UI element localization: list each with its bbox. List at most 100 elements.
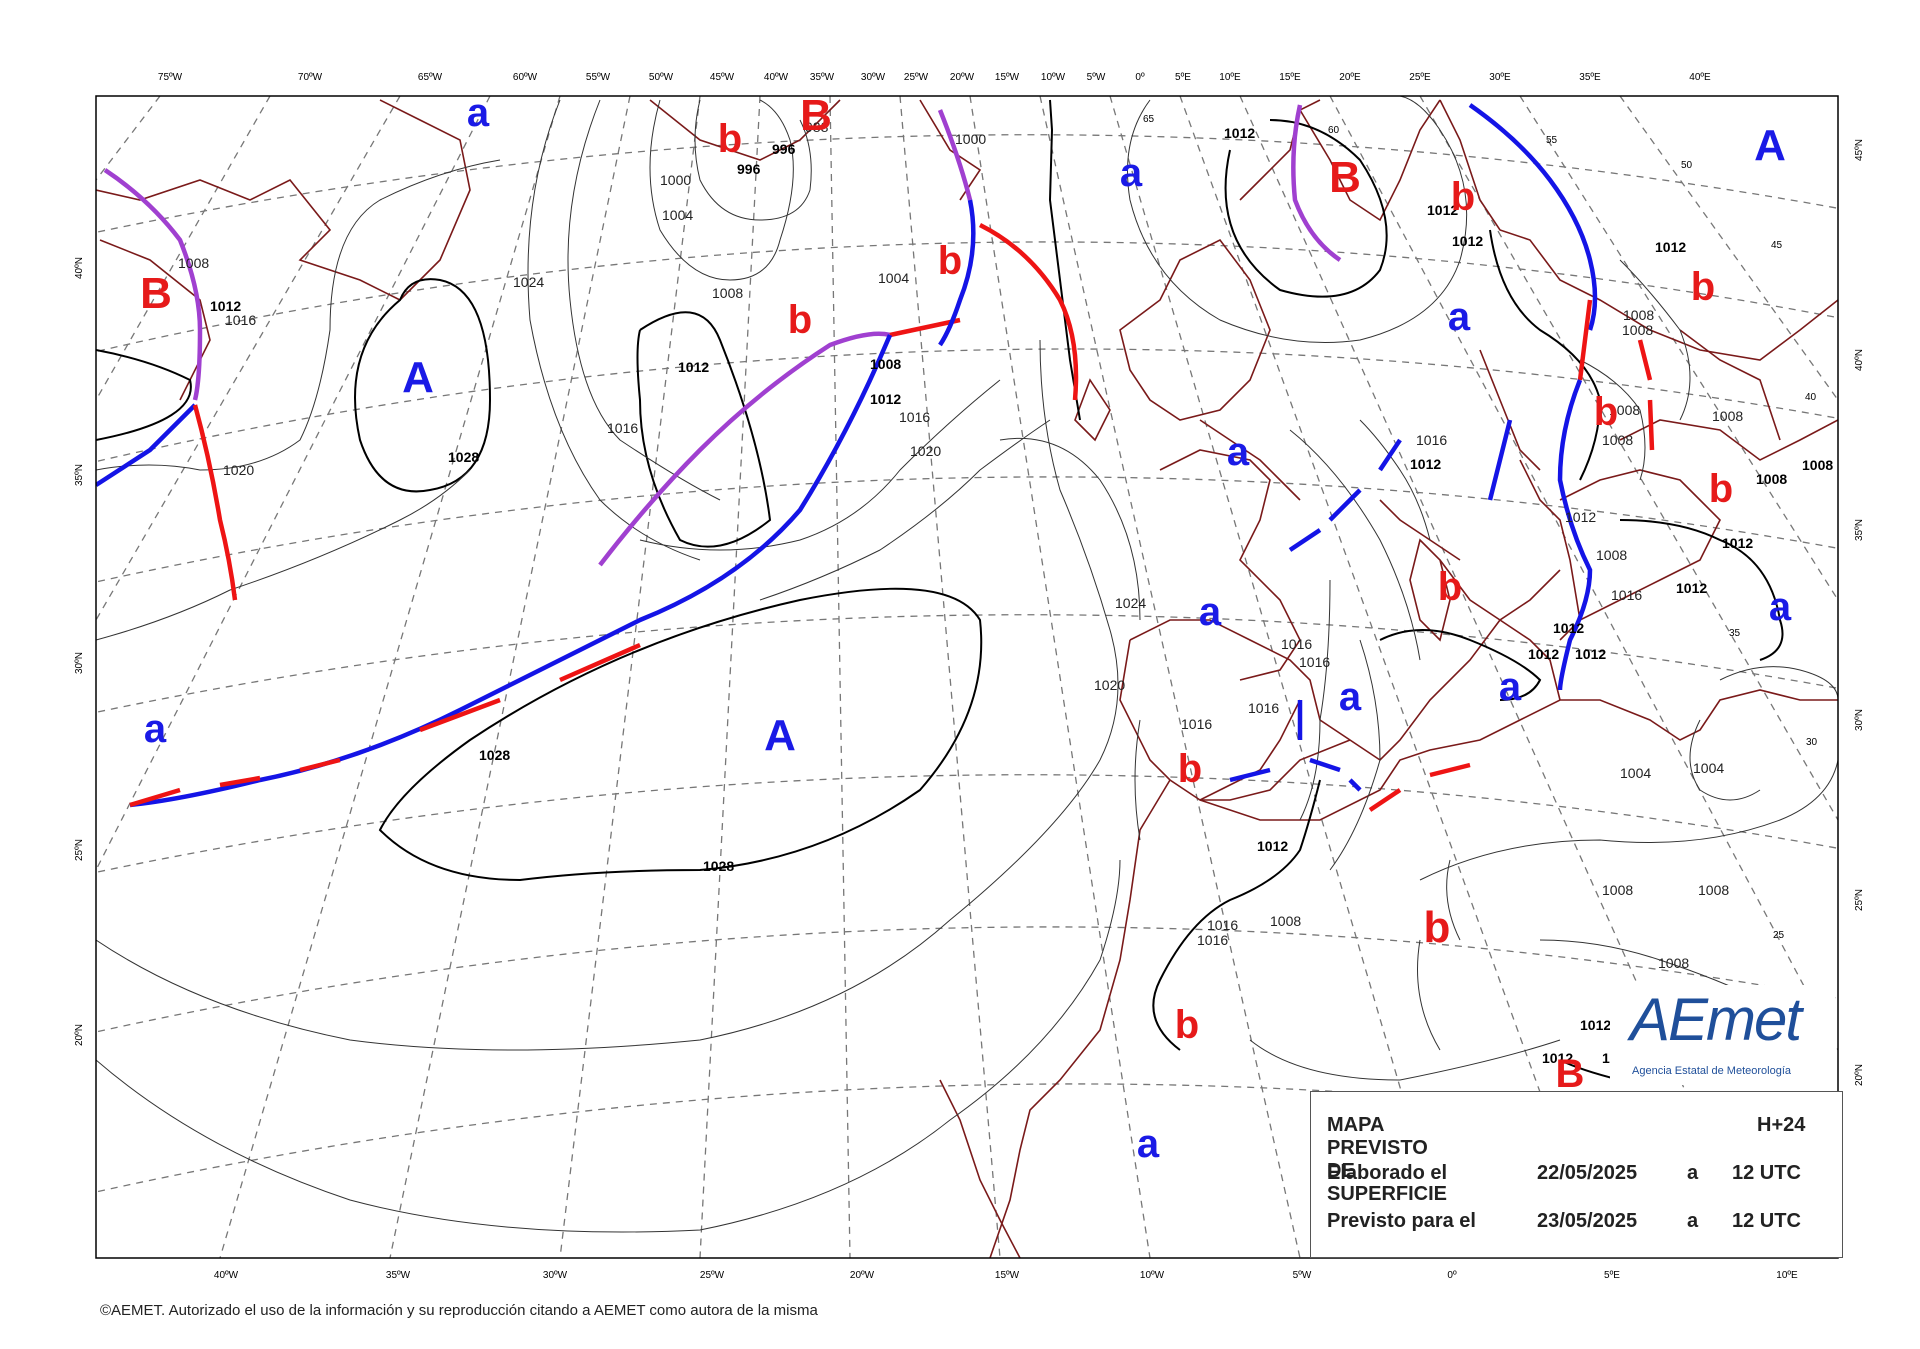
- map-title: MAPA PREVISTO DE SUPERFICIE: [1327, 1114, 1448, 1205]
- inner-lat-label: 40: [1805, 392, 1817, 403]
- high-pressure-marker: A: [402, 353, 434, 402]
- valid-time: 12 UTC: [1732, 1210, 1801, 1232]
- low-pressure-marker: b: [1178, 747, 1202, 791]
- fronts: [96, 103, 1655, 812]
- left-lat-label: 30ºN: [74, 652, 85, 674]
- low-pressure-marker: b: [1451, 175, 1475, 219]
- isobar-label: 1008: [870, 356, 901, 372]
- isobar-label: 1028: [479, 747, 510, 763]
- left-lat-label: 35ºN: [74, 464, 85, 486]
- isobar-label: 1016: [1299, 654, 1330, 670]
- isobar-label: 1012: [1553, 620, 1584, 636]
- isobar-label: 996: [772, 141, 796, 157]
- valid-date: 23/05/2025: [1537, 1210, 1638, 1232]
- isobar-label: 1008: [1756, 471, 1787, 487]
- bottom-lon-label: 25ºW: [700, 1270, 725, 1281]
- bottom-lon-label: 5ºE: [1604, 1270, 1620, 1281]
- isobar-label: 1008: [1270, 913, 1301, 929]
- isobar-label: 1020: [223, 462, 254, 478]
- top-lon-label: 5ºW: [1087, 72, 1106, 83]
- top-longitude-labels: 75ºW 70ºW 65ºW 60ºW 55ºW 50ºW 45ºW 40ºW 35ºW 30ºW…: [158, 72, 1711, 83]
- logo-subtitle: Agencia Estatal de Meteorología: [1632, 1065, 1791, 1077]
- top-lon-label: 30ºW: [861, 72, 886, 83]
- isobar-label: 1012: [1565, 509, 1596, 525]
- isobar-label: 1012: [1655, 239, 1686, 255]
- top-lon-label: 25ºW: [904, 72, 929, 83]
- coastlines: [96, 99, 1838, 1258]
- isobar-label: 1016: [1181, 716, 1212, 732]
- high-pressure-marker: a: [1339, 675, 1362, 719]
- low-pressure-marker: b: [788, 298, 812, 342]
- isobar-label: 1020: [1094, 677, 1125, 693]
- top-lon-label: 40ºE: [1689, 72, 1711, 83]
- inner-lat-label: 60: [1328, 125, 1340, 136]
- low-pressure-marker: b: [1175, 1003, 1199, 1047]
- isobar-labels: 9969969881000100010041008101210161024101…: [178, 119, 1833, 1066]
- isobar-label: 1028: [703, 858, 734, 874]
- isobar-label: 1012: [678, 359, 709, 375]
- top-lon-label: 0º: [1135, 72, 1145, 83]
- right-lat-label: 40ºN: [1854, 349, 1865, 371]
- isobar-label: 996: [737, 161, 761, 177]
- map-border: [95, 95, 1839, 1259]
- right-lat-label: 30ºN: [1854, 709, 1865, 731]
- isobar-label: 1016: [225, 312, 256, 328]
- graticule: [96, 96, 1838, 1258]
- isobar-label: 1012: [1528, 646, 1559, 662]
- left-lat-label: 40ºN: [74, 257, 85, 279]
- inner-lat-label: 45: [1771, 240, 1783, 251]
- high-pressure-marker: a: [1227, 430, 1250, 474]
- isobar-label: 1012: [1452, 233, 1483, 249]
- top-lon-label: 35ºE: [1579, 72, 1601, 83]
- isobar-label: 1012: [1427, 202, 1458, 218]
- low-pressure-marker: b: [1594, 390, 1618, 434]
- left-latitude-labels: 40ºN 35ºN 30ºN 25ºN 20ºN: [74, 257, 85, 1046]
- right-lat-label: 35ºN: [1854, 519, 1865, 541]
- isobar-label: 1008: [1602, 882, 1633, 898]
- isobar-label: 1012: [210, 298, 241, 314]
- isobar-label: 1008: [1623, 307, 1654, 323]
- right-lat-label: 20ºN: [1854, 1064, 1865, 1086]
- inner-lat-label: 30: [1806, 737, 1818, 748]
- bottom-lon-label: 10ºW: [1140, 1270, 1165, 1281]
- low-pressure-marker: B: [1329, 153, 1361, 202]
- left-lat-label: 25ºN: [74, 839, 85, 861]
- low-pressure-marker: b: [938, 239, 962, 283]
- isobar-label: 1012: [1542, 1050, 1573, 1066]
- top-lon-label: 25ºE: [1409, 72, 1431, 83]
- issued-time: 12 UTC: [1732, 1162, 1801, 1184]
- isobar-label: 1024: [1115, 595, 1146, 611]
- inner-lat-label: 35: [1729, 628, 1741, 639]
- high-pressure-marker: a: [1769, 585, 1792, 629]
- low-pressure-marker: b: [1691, 265, 1715, 309]
- isobar-label: 1012: [870, 391, 901, 407]
- isobar-label: 1016: [1281, 636, 1312, 652]
- isobar-label: 1012: [1676, 580, 1707, 596]
- isobar-label: 1020: [910, 443, 941, 459]
- high-pressure-marker: a: [1448, 295, 1471, 339]
- right-latitude-labels: 45ºN 40ºN 35ºN 30ºN 25ºN 20ºN: [1854, 139, 1865, 1086]
- issued-label: Elaborado el: [1327, 1162, 1448, 1184]
- valid-sep: a: [1687, 1210, 1699, 1232]
- isobar-label: 1016: [1416, 432, 1447, 448]
- isobar-label: 1008: [1596, 547, 1627, 563]
- top-lon-label: 30ºE: [1489, 72, 1511, 83]
- isobar-label: 1008: [1622, 322, 1653, 338]
- isobar-label: 1016: [607, 420, 638, 436]
- top-lon-label: 35ºW: [810, 72, 835, 83]
- isobar-label: 1004: [1620, 765, 1651, 781]
- bottom-longitude-labels: 40ºW 35ºW 30ºW 25ºW 20ºW 15ºW 10ºW 5ºW 0º 5ºE 10ºE: [214, 1270, 1798, 1281]
- pressure-centers: A A Aa a a a a a a a a a B B B Bb b b b b b b b b b b: [140, 91, 1792, 1166]
- isobar-label: 1008: [712, 285, 743, 301]
- bottom-lon-label: 0º: [1447, 1270, 1457, 1281]
- top-lon-label: 65ºW: [418, 72, 443, 83]
- isobar-label: 1008: [1698, 882, 1729, 898]
- inner-lat-label: 25: [1773, 930, 1785, 941]
- inner-lat-label: 65: [1143, 114, 1155, 125]
- isobar-label: 1008: [1609, 402, 1640, 418]
- top-lon-label: 15ºE: [1279, 72, 1301, 83]
- high-pressure-marker: a: [1137, 1122, 1160, 1166]
- top-lon-label: 5ºE: [1175, 72, 1191, 83]
- isobar-label: 1008: [1802, 457, 1833, 473]
- low-pressure-marker: b: [1424, 903, 1451, 952]
